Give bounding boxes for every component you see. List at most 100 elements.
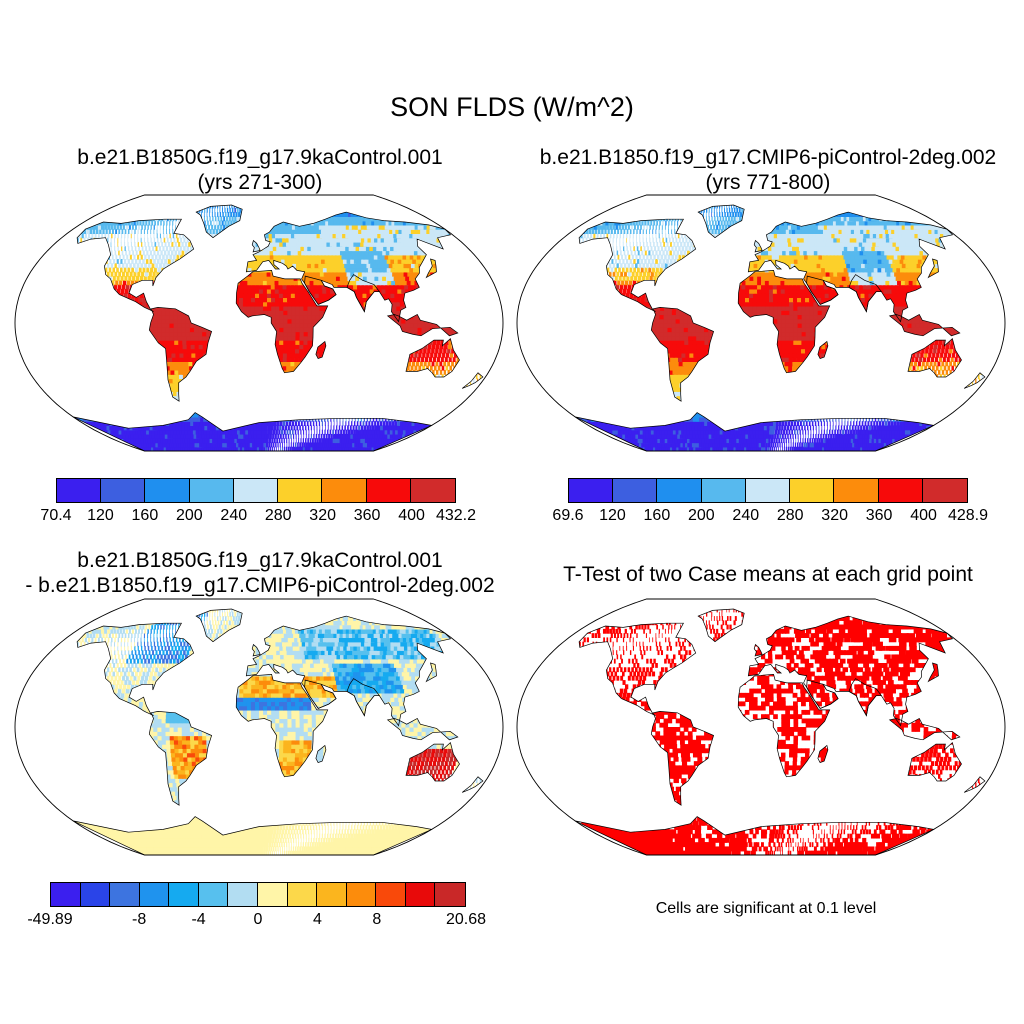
colorbar-tick-label: 4 [313, 911, 322, 929]
coastline-india [848, 274, 883, 313]
land-field [73, 609, 483, 855]
coastline-antarctica [574, 412, 935, 452]
colorbar-difference-labels: -49.89 -8 -4 0 4 8 20.68 [27, 911, 486, 931]
map-panel-ttest [516, 598, 1006, 856]
coastline-greenland [195, 204, 243, 239]
colorbar-swatch [51, 883, 81, 906]
colorbar-picontrol [568, 478, 968, 503]
coastline-arabia [806, 275, 839, 305]
coastline-australia [405, 741, 460, 782]
coastline-greenland [697, 204, 745, 239]
colorbar-tick-label: 400 [910, 507, 937, 525]
colorbar-tick-label: 200 [688, 507, 715, 525]
panel2-title-line1: b.e21.B1850.f19_g17.CMIP6-piControl-2deg… [512, 145, 1024, 170]
coastline-eurasia [245, 211, 452, 323]
colorbar-swatch [322, 479, 367, 502]
colorbar-swatch [101, 479, 146, 502]
colorbar-tick-label: 69.6 [552, 507, 583, 525]
coastline-southAmerica [148, 711, 213, 806]
colorbar-swatch [435, 883, 465, 906]
coastline-indonesia [888, 718, 961, 741]
coastline-madagascar [817, 744, 829, 764]
colorbar-swatch [110, 883, 140, 906]
coastline-australia [907, 337, 962, 378]
coastline-newzealand [461, 372, 484, 389]
colorbar-tick-label: 400 [398, 507, 425, 525]
coastline-southAmerica [650, 307, 715, 402]
coastline-eurasia [747, 211, 954, 323]
panel2-title-line2: (yrs 771-800) [512, 170, 1024, 195]
coastline-madagascar [315, 744, 327, 764]
colorbar-tick-label: 70.4 [40, 507, 71, 525]
colorbar-tick-label: -49.89 [27, 911, 72, 929]
coastline-japan [425, 662, 437, 683]
panel4-title: T-Test of two Case means at each grid po… [512, 562, 1024, 587]
colorbar-tick-label: 8 [372, 911, 381, 929]
coastline-eurasia [245, 615, 452, 727]
colorbar-swatch [922, 479, 967, 502]
coastline-india [848, 678, 883, 717]
coastline-greenland [195, 608, 243, 643]
colorbar-swatch [139, 883, 170, 906]
colorbar-tick-label: 360 [354, 507, 381, 525]
panel2-title: b.e21.B1850.f19_g17.CMIP6-piControl-2deg… [512, 145, 1024, 195]
colorbar-swatch [366, 479, 411, 502]
colorbar-swatch [189, 479, 234, 502]
coastline-antarctica [72, 412, 433, 452]
colorbar-tick-label: 360 [866, 507, 893, 525]
coastline-arabia [304, 275, 337, 305]
coastline-africa [235, 674, 329, 778]
coastline-madagascar [817, 340, 829, 360]
colorbar-swatch [701, 479, 746, 502]
coastline-africa [235, 270, 329, 374]
coastline-africa [737, 270, 831, 374]
land-field [575, 205, 985, 451]
coastline-madagascar [315, 340, 327, 360]
colorbar-tick-label: 240 [732, 507, 759, 525]
coastline-japan [927, 258, 939, 279]
coastline-northAmerica [578, 622, 697, 716]
coastline-japan [927, 662, 939, 683]
map-boundary [14, 598, 504, 856]
land-field [575, 609, 985, 855]
coastline-australia [907, 741, 962, 782]
panel1-title-line1: b.e21.B1850G.f19_g17.9kaControl.001 [20, 145, 500, 170]
colorbar-tick-label: 160 [644, 507, 671, 525]
coastline-uk [753, 643, 763, 657]
colorbar-swatch [80, 883, 111, 906]
colorbar-swatch [228, 883, 258, 906]
panel3-title-line2: - b.e21.B1850.f19_g17.CMIP6-piControl-2d… [0, 573, 520, 598]
coastline-indonesia [888, 314, 961, 337]
colorbar-tick-label: -8 [132, 911, 146, 929]
colorbar-swatch [346, 883, 377, 906]
panel3-title: b.e21.B1850G.f19_g17.9kaControl.001 - b.… [0, 548, 520, 598]
colorbar-9ka-labels: 70.4 120 160 200 240 280 320 360 400 432.2 [40, 507, 476, 527]
panel1-title-line2: (yrs 271-300) [20, 170, 500, 195]
coastline-northAmerica [578, 218, 697, 312]
coastline-indonesia [386, 718, 459, 741]
panel3-title-line1: b.e21.B1850G.f19_g17.9kaControl.001 [0, 548, 520, 573]
colorbar-swatch [878, 479, 923, 502]
map-boundary [14, 194, 504, 452]
land-field [73, 205, 483, 451]
colorbar-swatch [169, 883, 199, 906]
coastline-southAmerica [148, 307, 213, 402]
coastline-newzealand [461, 776, 484, 793]
colorbar-tick-label: 200 [176, 507, 203, 525]
map-panel-difference [14, 598, 504, 856]
colorbar-9ka [56, 478, 456, 503]
panel4-title-line1: T-Test of two Case means at each grid po… [512, 562, 1024, 587]
colorbar-tick-label: 120 [87, 507, 114, 525]
colorbar-swatch [257, 883, 288, 906]
coastline-southAmerica [650, 711, 715, 806]
colorbar-swatch [405, 883, 436, 906]
coastline-uk [251, 239, 261, 253]
coastline-indonesia [386, 314, 459, 337]
figure-title: SON FLDS (W/m^2) [0, 92, 1024, 123]
colorbar-tick-label: -4 [191, 911, 205, 929]
coastline-india [346, 274, 381, 313]
coastline-northAmerica [76, 218, 195, 312]
colorbar-difference [50, 882, 466, 907]
colorbar-picontrol-labels: 69.6 120 160 200 240 280 320 360 400 428.9 [552, 507, 988, 527]
colorbar-tick-label: 280 [265, 507, 292, 525]
